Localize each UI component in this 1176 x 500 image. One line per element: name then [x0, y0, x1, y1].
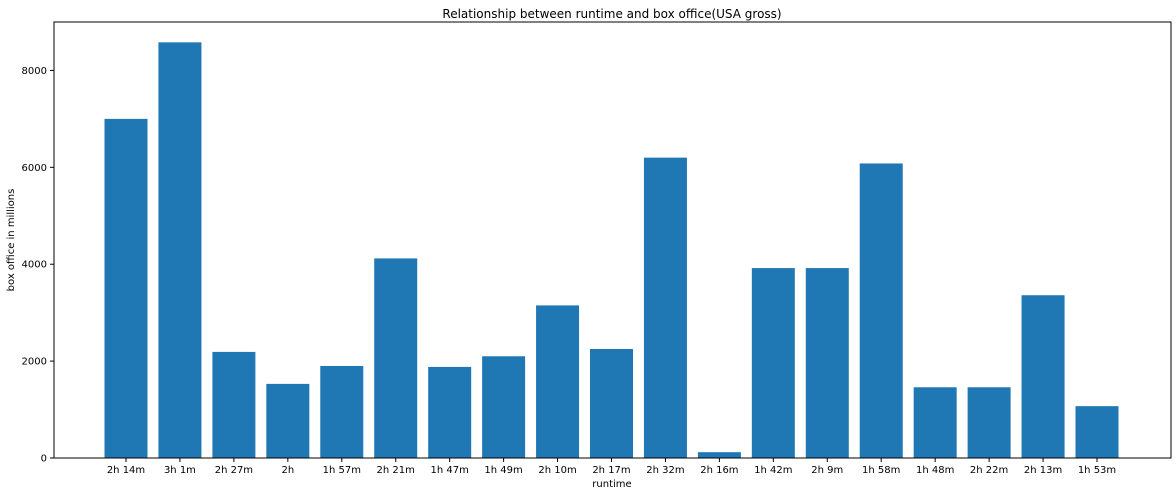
- x-tick-label: 1h 48m: [916, 465, 954, 476]
- bar: [805, 268, 849, 458]
- x-tick-label: 2h 22m: [970, 465, 1008, 476]
- x-tick-label: 2h 13m: [1024, 465, 1062, 476]
- x-tick-label: 1h 42m: [754, 465, 792, 476]
- bar: [536, 305, 580, 458]
- x-tick-label: 2h 16m: [700, 465, 738, 476]
- bar: [751, 268, 795, 458]
- y-tick-label: 4000: [22, 260, 47, 271]
- x-tick-label: 1h 49m: [484, 465, 522, 476]
- x-tick-label: 1h 47m: [430, 465, 468, 476]
- bar: [697, 452, 741, 458]
- y-tick-label: 2000: [22, 357, 47, 368]
- chart-title: Relationship between runtime and box off…: [442, 7, 781, 21]
- bar: [374, 258, 418, 458]
- bar: [428, 366, 472, 458]
- bar: [212, 351, 256, 458]
- bar: [158, 42, 202, 458]
- bar: [643, 157, 687, 458]
- x-tick-label: 2h 21m: [377, 465, 415, 476]
- bar: [913, 387, 957, 458]
- bar: [859, 163, 903, 458]
- y-axis-label: box office in millions: [6, 189, 17, 292]
- bar: [590, 349, 633, 458]
- bar: [104, 118, 148, 458]
- x-tick-label: 1h 58m: [862, 465, 900, 476]
- bar: [320, 365, 364, 458]
- bar: [967, 387, 1011, 458]
- x-tick-label: 2h 14m: [107, 465, 145, 476]
- y-tick-label: 8000: [22, 66, 47, 77]
- y-axis-ticks: 0 2000 4000 6000 8000: [22, 66, 54, 465]
- x-tick-label: 2h 9m: [811, 465, 843, 476]
- x-axis-ticks: 2h 14m 3h 1m 2h 27m 2h 1h 57m 2h 21m 1h 47m 1h …: [107, 458, 1116, 476]
- x-tick-label: 1h 53m: [1078, 465, 1116, 476]
- bars-layer: [104, 42, 1119, 458]
- x-tick-label: 2h: [281, 465, 294, 476]
- y-tick-label: 0: [41, 454, 47, 465]
- bar: [1021, 295, 1065, 458]
- bar: [1075, 406, 1119, 458]
- x-tick-label: 2h 27m: [215, 465, 253, 476]
- bar: [266, 383, 310, 458]
- x-tick-label: 2h 17m: [592, 465, 630, 476]
- x-tick-label: 2h 10m: [538, 465, 576, 476]
- x-tick-label: 2h 32m: [646, 465, 684, 476]
- x-tick-label: 3h 1m: [164, 465, 196, 476]
- y-tick-label: 6000: [22, 163, 47, 174]
- bar: [482, 356, 526, 458]
- x-tick-label: 1h 57m: [323, 465, 361, 476]
- x-axis-label: runtime: [592, 479, 631, 490]
- plot-frame: [53, 21, 1172, 459]
